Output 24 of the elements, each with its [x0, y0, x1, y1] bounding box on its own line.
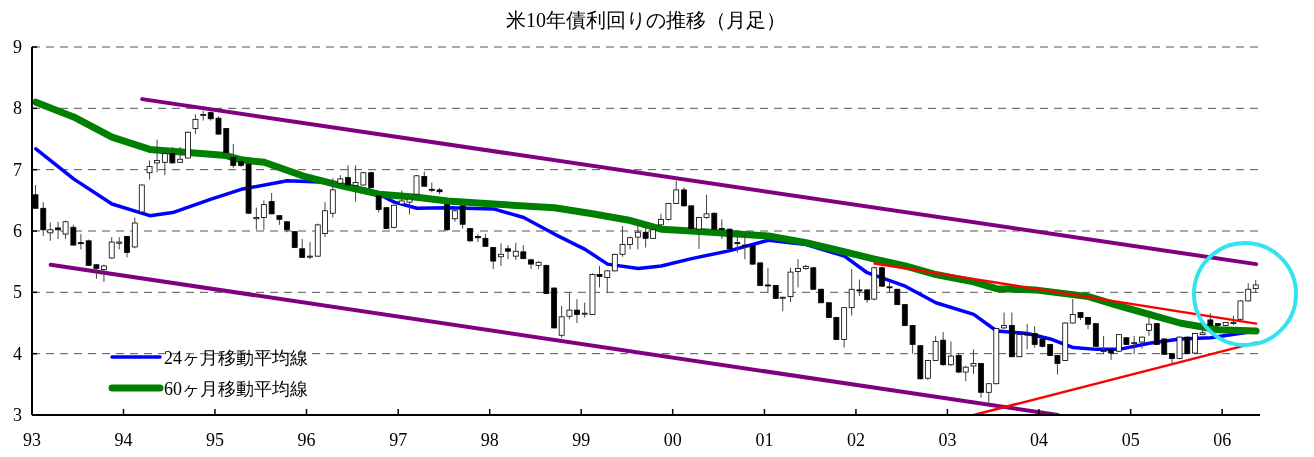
x-tick-label: 04: [1029, 430, 1048, 450]
x-tick-label: 03: [938, 430, 957, 450]
x-tick-label: 95: [205, 430, 224, 450]
x-tick-label: 94: [114, 430, 133, 450]
y-tick-label: 5: [13, 282, 22, 303]
x-tick-label: 01: [755, 430, 774, 450]
x-tick-label: 99: [572, 430, 591, 450]
y-tick-label: 7: [13, 159, 22, 180]
x-tick-label: 93: [23, 430, 41, 450]
x-tick-label: 05: [1121, 430, 1140, 450]
y-tick-label: 3: [13, 405, 22, 425]
x-tick-label: 97: [389, 430, 408, 450]
legend-label: 60ヶ月移動平均線: [164, 379, 308, 399]
chart-title: 米10年債利回りの推移（月足）: [506, 9, 786, 31]
legend-label: 24ヶ月移動平均線: [164, 348, 308, 368]
x-tick-label: 98: [480, 430, 499, 450]
x-tick-label: 02: [846, 430, 865, 450]
y-tick-label: 4: [13, 343, 22, 364]
x-tick-label: 06: [1213, 430, 1232, 450]
x-tick-label: 00: [663, 430, 682, 450]
y-tick-label: 6: [13, 221, 22, 241]
y-tick-label: 8: [13, 98, 22, 119]
y-tick-label: 9: [13, 37, 22, 57]
x-tick-label: 96: [297, 430, 316, 450]
